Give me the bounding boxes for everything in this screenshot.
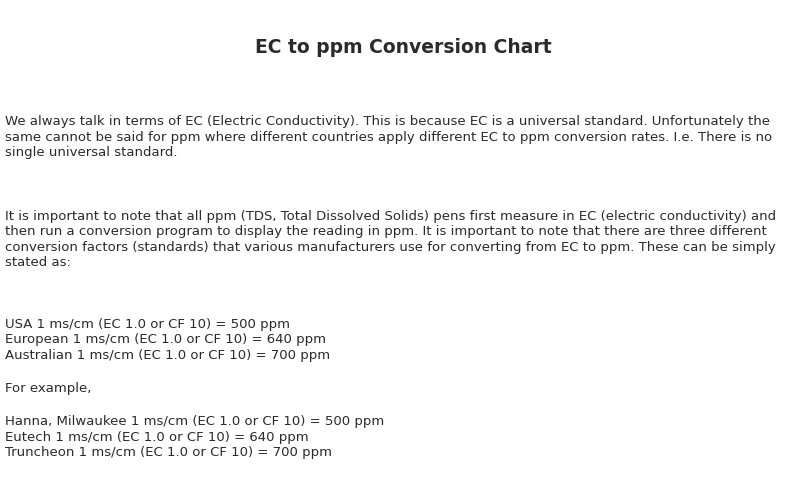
Text: single universal standard.: single universal standard.	[5, 146, 178, 159]
Text: conversion factors (standards) that various manufacturers use for converting fro: conversion factors (standards) that vari…	[5, 241, 776, 254]
Text: same cannot be said for ppm where different countries apply different EC to ppm : same cannot be said for ppm where differ…	[5, 131, 772, 144]
Text: Hanna, Milwaukee 1 ms/cm (EC 1.0 or CF 10) = 500 ppm: Hanna, Milwaukee 1 ms/cm (EC 1.0 or CF 1…	[5, 415, 384, 428]
Text: USA 1 ms/cm (EC 1.0 or CF 10) = 500 ppm: USA 1 ms/cm (EC 1.0 or CF 10) = 500 ppm	[5, 318, 290, 331]
Text: Australian 1 ms/cm (EC 1.0 or CF 10) = 700 ppm: Australian 1 ms/cm (EC 1.0 or CF 10) = 7…	[5, 349, 330, 362]
Text: EC to ppm Conversion Chart: EC to ppm Conversion Chart	[255, 38, 552, 57]
Text: then run a conversion program to display the reading in ppm. It is important to : then run a conversion program to display…	[5, 226, 767, 239]
Text: For example,: For example,	[5, 382, 91, 395]
Text: Truncheon 1 ms/cm (EC 1.0 or CF 10) = 700 ppm: Truncheon 1 ms/cm (EC 1.0 or CF 10) = 70…	[5, 446, 332, 459]
Text: It is important to note that all ppm (TDS, Total Dissolved Solids) pens first me: It is important to note that all ppm (TD…	[5, 210, 776, 223]
Text: Eutech 1 ms/cm (EC 1.0 or CF 10) = 640 ppm: Eutech 1 ms/cm (EC 1.0 or CF 10) = 640 p…	[5, 431, 308, 444]
Text: European 1 ms/cm (EC 1.0 or CF 10) = 640 ppm: European 1 ms/cm (EC 1.0 or CF 10) = 640…	[5, 334, 326, 346]
Text: We always talk in terms of EC (Electric Conductivity). This is because EC is a u: We always talk in terms of EC (Electric …	[5, 115, 770, 128]
Text: stated as:: stated as:	[5, 256, 71, 269]
